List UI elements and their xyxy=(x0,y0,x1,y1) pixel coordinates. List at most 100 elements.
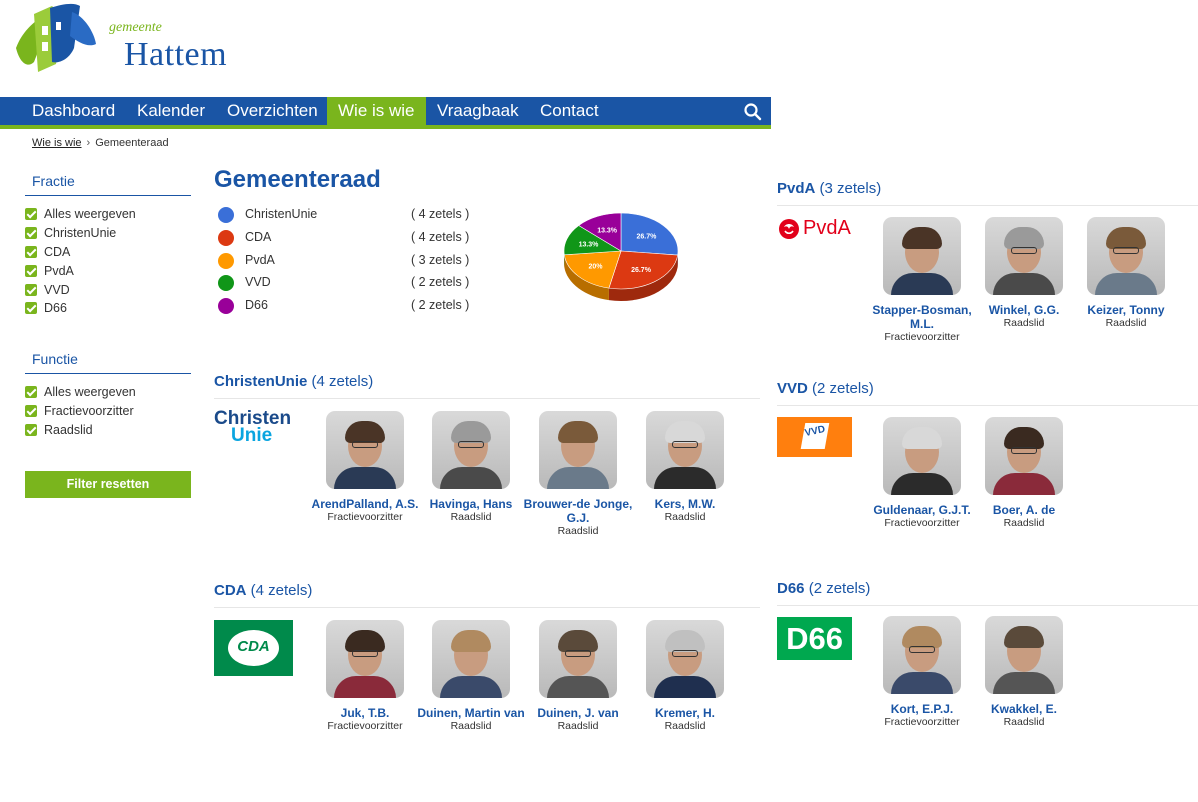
member-card[interactable]: Kremer, H. Raadslid xyxy=(630,620,740,733)
checkbox-checked-icon[interactable] xyxy=(25,405,37,418)
member-name[interactable]: Juk, T.B. xyxy=(340,706,390,720)
member-photo[interactable] xyxy=(883,616,961,694)
member-photo[interactable] xyxy=(1087,217,1165,295)
filter-functie-title: Functie xyxy=(25,351,191,374)
filter-functie-fractievoorzitter[interactable]: Fractievoorzitter xyxy=(25,402,136,421)
member-name[interactable]: Kers, M.W. xyxy=(654,497,716,511)
filter-functie-alles[interactable]: Alles weergeven xyxy=(25,383,136,402)
breadcrumb-separator: › xyxy=(86,137,91,149)
pie-slice[interactable] xyxy=(608,250,679,290)
member-card[interactable]: Juk, T.B. Fractievoorzitter xyxy=(310,620,420,733)
member-photo[interactable] xyxy=(646,620,724,698)
member-photo[interactable] xyxy=(883,417,961,495)
breadcrumb-link-wie-is-wie[interactable]: Wie is wie xyxy=(32,137,82,149)
legend-item-cda[interactable]: CDA ( 4 zetels ) xyxy=(218,227,478,250)
pie-slice[interactable] xyxy=(620,212,679,256)
member-name[interactable]: Stapper-Bosman, M.L. xyxy=(872,303,972,331)
nav-contact[interactable]: Contact xyxy=(540,101,599,120)
nav-overzichten[interactable]: Overzichten xyxy=(227,101,318,120)
member-photo[interactable] xyxy=(432,411,510,489)
member-card[interactable]: Havinga, Hans Raadslid xyxy=(416,411,526,524)
filter-reset-button[interactable]: Filter resetten xyxy=(25,471,191,498)
filter-fractie-alles[interactable]: Alles weergeven xyxy=(25,205,136,224)
legend-item-pvda[interactable]: PvdA ( 3 zetels ) xyxy=(218,250,478,273)
castle-logo-icon xyxy=(16,3,96,72)
member-card[interactable]: Guldenaar, G.J.T. Fractievoorzitter xyxy=(867,417,977,530)
member-name[interactable]: Boer, A. de xyxy=(992,503,1056,517)
member-photo[interactable] xyxy=(985,217,1063,295)
member-name[interactable]: Havinga, Hans xyxy=(429,497,513,511)
member-photo[interactable] xyxy=(985,417,1063,495)
member-name[interactable]: ArendPalland, A.S. xyxy=(311,497,419,511)
filter-functie-raadslid[interactable]: Raadslid xyxy=(25,421,136,440)
member-name[interactable]: Kremer, H. xyxy=(654,706,716,720)
member-card[interactable]: Duinen, J. van Raadslid xyxy=(523,620,633,733)
d66-logo: D66 xyxy=(777,617,852,660)
pie-slice[interactable] xyxy=(578,212,622,252)
member-name[interactable]: Duinen, J. van xyxy=(537,706,619,720)
pie-slice[interactable] xyxy=(563,250,622,289)
member-photo[interactable] xyxy=(326,620,404,698)
member-role: Fractievoorzitter xyxy=(327,511,403,523)
member-name[interactable]: Duinen, Martin van xyxy=(417,706,525,720)
checkbox-checked-icon[interactable] xyxy=(25,245,37,258)
nav-wie-is-wie[interactable]: Wie is wie xyxy=(327,97,426,125)
member-name[interactable]: Keizer, Tonny xyxy=(1087,303,1165,317)
legend-seats: ( 4 zetels ) xyxy=(411,207,470,221)
member-photo[interactable] xyxy=(985,616,1063,694)
nav-kalender[interactable]: Kalender xyxy=(137,101,206,120)
member-photo[interactable] xyxy=(539,620,617,698)
checkbox-checked-icon[interactable] xyxy=(25,386,37,399)
member-photo[interactable] xyxy=(539,411,617,489)
member-card[interactable]: Kers, M.W. Raadslid xyxy=(630,411,740,524)
legend-item-vvd[interactable]: VVD ( 2 zetels ) xyxy=(218,272,478,295)
member-role: Fractievoorzitter xyxy=(884,331,960,343)
member-name[interactable]: Winkel, G.G. xyxy=(988,303,1060,317)
member-photo[interactable] xyxy=(432,620,510,698)
member-name[interactable]: Brouwer-de Jonge, G.J. xyxy=(523,497,633,525)
checkbox-checked-icon[interactable] xyxy=(25,423,37,436)
checkbox-checked-icon[interactable] xyxy=(25,264,37,277)
nav-vraagbaak[interactable]: Vraagbaak xyxy=(437,101,519,120)
legend-dot xyxy=(218,229,234,246)
pie-slice-label: 13.3% xyxy=(597,228,618,235)
nav-dashboard[interactable]: Dashboard xyxy=(32,101,116,120)
checkbox-checked-icon[interactable] xyxy=(25,283,37,296)
page-title: Gemeenteraad xyxy=(214,166,381,193)
checkbox-checked-icon[interactable] xyxy=(25,302,37,315)
filter-fractie-title: Fractie xyxy=(25,173,191,196)
member-card[interactable]: Kort, E.P.J. Fractievoorzitter xyxy=(867,616,977,729)
checkbox-checked-icon[interactable] xyxy=(25,227,37,240)
filter-fractie-list: Alles weergeven ChristenUnie CDA PvdA VV… xyxy=(25,205,136,318)
member-card[interactable]: ArendPalland, A.S. Fractievoorzitter xyxy=(310,411,420,524)
member-photo[interactable] xyxy=(326,411,404,489)
member-photo[interactable] xyxy=(883,217,961,295)
member-name[interactable]: Kwakkel, E. xyxy=(990,702,1058,716)
filter-fractie-vvd[interactable]: VVD xyxy=(25,280,136,299)
member-card[interactable]: Brouwer-de Jonge, G.J. Raadslid xyxy=(523,411,633,538)
member-role: Raadslid xyxy=(664,720,706,732)
member-card[interactable]: Winkel, G.G. Raadslid xyxy=(969,217,1079,330)
member-role: Raadslid xyxy=(557,525,599,537)
filter-fractie-cda[interactable]: CDA xyxy=(25,243,136,262)
member-name[interactable]: Guldenaar, G.J.T. xyxy=(873,503,971,517)
member-role: Raadslid xyxy=(1003,317,1045,329)
legend-name: PvdA xyxy=(245,252,275,267)
member-photo[interactable] xyxy=(646,411,724,489)
legend-item-d66[interactable]: D66 ( 2 zetels ) xyxy=(218,295,478,318)
member-card[interactable]: Kwakkel, E. Raadslid xyxy=(969,616,1079,729)
filter-fractie-pvda[interactable]: PvdA xyxy=(25,261,136,280)
member-card[interactable]: Boer, A. de Raadslid xyxy=(969,417,1079,530)
filter-fractie-christenunie[interactable]: ChristenUnie xyxy=(25,224,136,243)
checkbox-checked-icon[interactable] xyxy=(25,208,37,221)
search-icon[interactable] xyxy=(743,102,763,122)
member-card[interactable]: Duinen, Martin van Raadslid xyxy=(416,620,526,733)
member-name[interactable]: Kort, E.P.J. xyxy=(890,702,954,716)
member-card[interactable]: Keizer, Tonny Raadslid xyxy=(1071,217,1181,330)
legend-item-christenunie[interactable]: ChristenUnie ( 4 zetels ) xyxy=(218,204,478,227)
site-logo[interactable]: gemeente Hattem xyxy=(12,2,252,78)
party-name: ChristenUnie xyxy=(214,373,308,390)
member-card[interactable]: Stapper-Bosman, M.L. Fractievoorzitter xyxy=(867,217,977,344)
party-heading-christenunie: ChristenUnie (4 zetels) xyxy=(214,373,760,399)
filter-fractie-d66[interactable]: D66 xyxy=(25,299,136,318)
